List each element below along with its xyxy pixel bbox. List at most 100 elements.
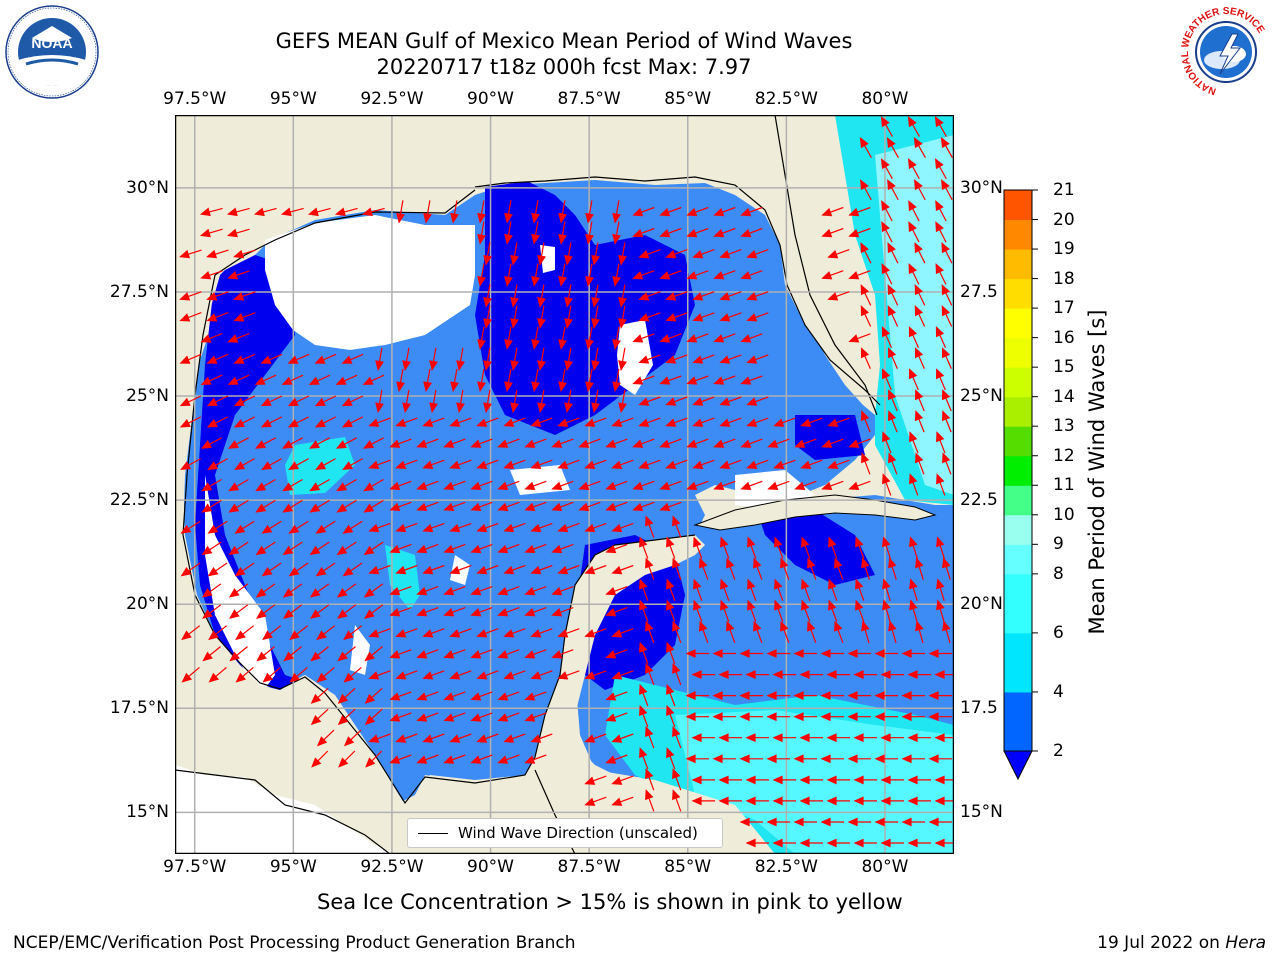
- colorbar-segment: [1004, 249, 1032, 280]
- wind-arrow-head: [551, 650, 563, 659]
- wind-arrow-head: [336, 482, 348, 492]
- wind-arrow-head: [530, 418, 542, 427]
- wind-arrow-head: [315, 524, 327, 534]
- wind-arrow-head: [208, 672, 220, 683]
- wind-arrow-head: [693, 599, 702, 611]
- wind-arrow-head: [497, 755, 509, 764]
- lon-tick-bottom: 90°W: [467, 857, 515, 877]
- wind-arrow-head: [308, 376, 320, 385]
- wind-arrow-head: [746, 250, 758, 259]
- wind-arrow-head: [416, 439, 428, 448]
- wind-arrow-head: [611, 565, 623, 575]
- wind-arrow-head: [612, 212, 621, 224]
- colorbar-tick-label: 14: [1053, 386, 1075, 407]
- wind-arrow-head: [672, 620, 681, 632]
- wind-arrow-head: [639, 704, 648, 716]
- wind-arrow-head: [423, 212, 432, 224]
- map-panel: [175, 115, 954, 854]
- wind-arrow-head: [443, 439, 455, 448]
- wind-arrow-head: [524, 692, 536, 701]
- wind-arrow-head: [638, 460, 650, 469]
- wind-arrow-head: [228, 588, 240, 598]
- wind-arrow-head: [449, 734, 461, 743]
- wind-arrow-head: [941, 179, 950, 191]
- wind-arrow-head: [828, 599, 837, 611]
- wind-arrow-head: [740, 271, 752, 280]
- wind-arrow-head: [605, 439, 617, 448]
- wind-arrow-head: [820, 754, 831, 764]
- wind-arrow-head: [826, 733, 837, 743]
- wind-arrow-head: [416, 692, 428, 701]
- wind-arrow-head: [639, 747, 648, 759]
- wind-arrow-head: [666, 683, 675, 695]
- wind-arrow-head: [449, 460, 461, 469]
- wind-arrow-head: [476, 629, 488, 638]
- wind-arrow-head: [672, 557, 681, 569]
- wind-arrow-head: [934, 116, 944, 128]
- wind-arrow-head: [503, 734, 515, 743]
- wind-arrow-head: [665, 313, 677, 322]
- wind-arrow-head: [537, 402, 546, 414]
- title-line-1: GEFS MEAN Gulf of Mexico Mean Period of …: [275, 29, 853, 53]
- wind-arrow-head: [591, 318, 600, 329]
- wind-arrow-head: [289, 630, 300, 641]
- wind-arrow-head: [773, 460, 785, 469]
- wind-arrow-head: [793, 691, 804, 701]
- wind-arrow-head: [909, 473, 918, 485]
- wind-arrow-head: [456, 402, 465, 414]
- wind-arrow-head: [666, 704, 675, 716]
- wind-arrow-head: [874, 691, 885, 701]
- wind-arrow-head: [591, 402, 600, 414]
- wind-arrow-head: [558, 276, 567, 287]
- wind-arrow-head: [254, 376, 266, 385]
- wind-arrow-head: [935, 221, 944, 233]
- wind-arrow-head: [820, 817, 831, 827]
- wind-arrow-head: [179, 355, 191, 364]
- wind-arrow-head: [584, 797, 596, 806]
- wind-arrow-head: [746, 355, 758, 364]
- wind-arrow-head: [234, 524, 246, 534]
- wind-arrow-head: [941, 389, 951, 401]
- colorbar-tick-label: 21: [1053, 180, 1075, 200]
- wind-arrow-head: [645, 620, 654, 632]
- wind-arrow-head: [672, 768, 681, 780]
- wind-arrow-head: [311, 757, 322, 768]
- wind-arrow-head: [537, 297, 546, 308]
- wind-arrow-head: [928, 712, 939, 722]
- wind-arrow-head: [504, 339, 513, 350]
- wind-arrow-head: [389, 439, 401, 448]
- footer-date-text: 19 Jul 2022 on: [1097, 933, 1226, 953]
- wind-arrow-head: [314, 355, 326, 364]
- colorbar-tick-label: 9: [1053, 534, 1064, 555]
- wind-arrow-head: [443, 544, 455, 554]
- wind-arrow-head: [310, 693, 322, 704]
- wind-arrow-head: [483, 402, 492, 414]
- wind-arrow-head: [229, 609, 240, 619]
- no-data-area: [265, 215, 475, 350]
- wind-arrow-head: [605, 608, 617, 617]
- wind-arrow-head: [632, 228, 644, 238]
- wind-arrow-head: [395, 629, 407, 638]
- wind-arrow-head: [389, 608, 401, 617]
- wind-arrow-head: [880, 158, 890, 170]
- wind-arrow-head: [739, 817, 750, 827]
- wind-arrow-head: [861, 557, 870, 569]
- wind-arrow-head: [766, 649, 777, 658]
- wind-arrow-head: [497, 502, 509, 512]
- wind-arrow-head: [283, 651, 294, 662]
- wind-arrow-head: [685, 691, 696, 701]
- wind-arrow-head: [942, 452, 951, 464]
- wind-arrow-head: [666, 578, 675, 590]
- wind-arrow-head: [780, 620, 789, 632]
- wind-arrow-head: [497, 608, 509, 617]
- wind-arrow-head: [936, 578, 945, 590]
- wind-arrow-head: [402, 360, 411, 371]
- wind-arrow-head: [564, 402, 573, 414]
- colorbar-tick-label: 17: [1053, 298, 1075, 319]
- colorbar-title: Mean Period of Wind Waves [s]: [1085, 309, 1109, 635]
- wind-arrow-head: [208, 630, 219, 641]
- wind-arrow-head: [483, 360, 492, 371]
- wind-arrow-head: [901, 712, 912, 722]
- wind-arrow-head: [316, 736, 328, 747]
- wind-arrow-head: [740, 207, 752, 217]
